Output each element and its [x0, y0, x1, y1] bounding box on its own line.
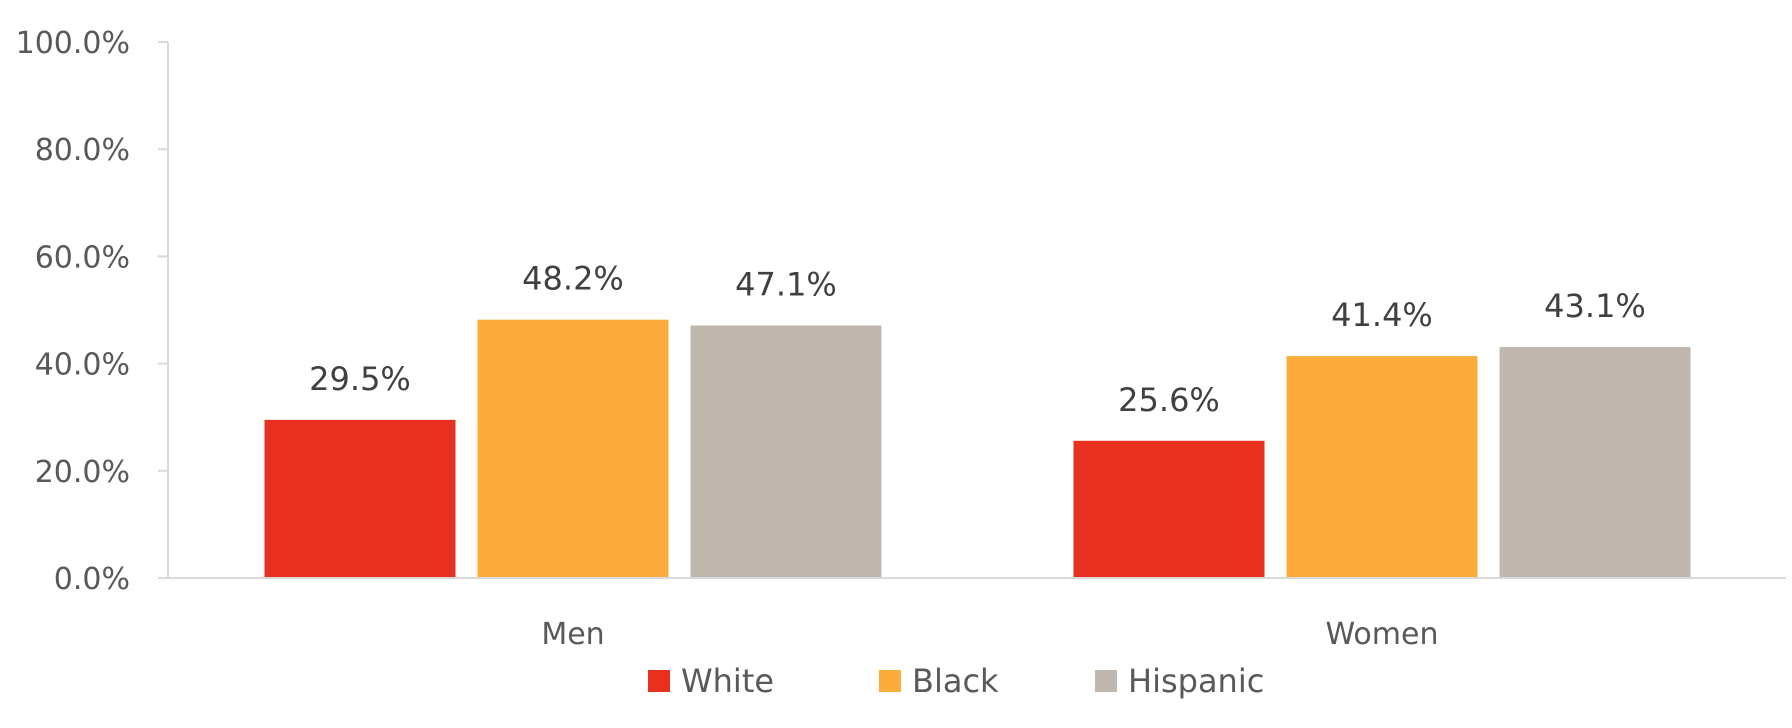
x-category-label: Women [1326, 617, 1439, 652]
bar-white-men [264, 419, 456, 578]
bar-black-women [1286, 356, 1478, 578]
legend-label-black: Black [912, 662, 999, 700]
y-tick-label: 0.0% [54, 562, 130, 597]
x-category-label: Men [541, 617, 604, 652]
legend-swatch-white [648, 670, 670, 692]
bar-white-women [1073, 440, 1265, 578]
y-tick-label: 80.0% [35, 133, 130, 168]
data-label-black-women: 41.4% [1331, 296, 1433, 334]
y-tick-label: 40.0% [35, 348, 130, 383]
legend-label-hispanic: Hispanic [1128, 662, 1264, 700]
legend: White Black Hispanic [648, 662, 1264, 700]
y-tick-label: 20.0% [35, 455, 130, 490]
y-tick-label: 60.0% [35, 240, 130, 275]
data-label-black-men: 48.2% [522, 260, 624, 298]
legend-label-white: White [681, 662, 774, 700]
bar-black-men [477, 319, 669, 578]
legend-swatch-black [879, 670, 901, 692]
y-axis: 0.0% 20.0% 40.0% 60.0% 80.0% 100.0% [16, 26, 169, 597]
bar-hispanic-women [1499, 346, 1691, 578]
y-tick-label: 100.0% [16, 26, 130, 61]
bars-group: 29.5% 48.2% 47.1% 25.6% 41.4% 43.1% [264, 260, 1691, 578]
data-label-white-women: 25.6% [1118, 381, 1220, 419]
data-label-hispanic-women: 43.1% [1544, 287, 1646, 325]
bar-hispanic-men [690, 325, 882, 578]
data-label-white-men: 29.5% [309, 360, 411, 398]
legend-swatch-hispanic [1095, 670, 1117, 692]
x-axis: Men Women [168, 577, 1786, 652]
data-label-hispanic-men: 47.1% [735, 266, 837, 304]
